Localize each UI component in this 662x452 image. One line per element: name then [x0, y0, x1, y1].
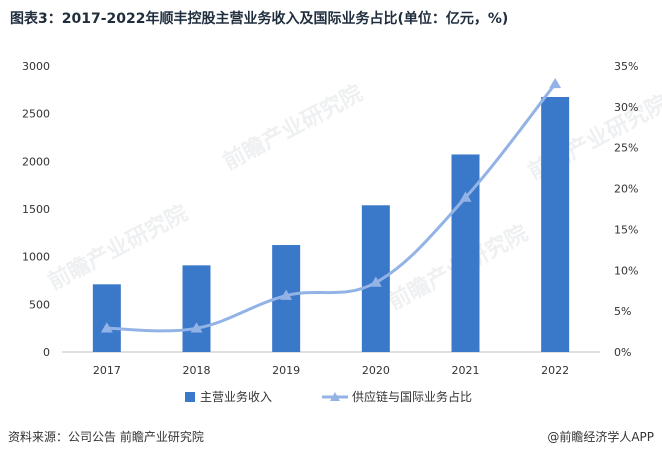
x-tick-label: 2018 [183, 364, 211, 377]
y-left-tick-label: 1500 [22, 203, 50, 216]
source-note: 资料来源：公司公告 前瞻产业研究院 [8, 430, 204, 444]
x-tick-label: 2022 [541, 364, 569, 377]
legend-label-line: 供应链与国际业务占比 [352, 389, 472, 404]
y-left-tick-label: 2500 [22, 108, 50, 121]
legend-swatch-bar [185, 392, 195, 402]
y-right-tick-label: 30% [614, 101, 638, 114]
line-point [459, 191, 472, 202]
y-right-tick-label: 0% [614, 346, 631, 359]
chart-title: 图表3：2017-2022年顺丰控股主营业务收入及国际业务占比(单位：亿元，%) [10, 11, 509, 27]
y-right-tick-label: 5% [614, 305, 631, 318]
y-left-tick-label: 2000 [22, 155, 50, 168]
y-right-tick-label: 20% [614, 183, 638, 196]
y-right-tick-label: 15% [614, 223, 638, 236]
line-series [100, 77, 562, 333]
x-tick-label: 2020 [362, 364, 390, 377]
bar [541, 96, 570, 352]
series-line [106, 83, 557, 333]
bar-series [92, 96, 570, 352]
y-right-tick-label: 35% [614, 60, 638, 73]
x-tick-label: 2019 [272, 364, 300, 377]
y-right-tick-label: 25% [614, 142, 638, 155]
y-left-tick-label: 3000 [22, 60, 50, 73]
line-point [369, 276, 382, 287]
line-point [190, 322, 203, 333]
y-right-tick-label: 10% [614, 264, 638, 277]
x-tick-label: 2017 [93, 364, 121, 377]
line-point [100, 322, 113, 333]
legend-label-bar: 主营业务收入 [200, 389, 272, 404]
legend: 主营业务收入 供应链与国际业务占比 [185, 389, 472, 404]
line-point [549, 77, 562, 89]
y-left-tick-label: 1000 [22, 251, 50, 264]
axes: 0 500 1000 1500 2000 2500 3000 0% 5% 10% 15% 20% 25%… [22, 60, 638, 377]
x-tick-label: 2021 [452, 364, 480, 377]
line-point [280, 289, 293, 300]
legend-marker-line [330, 392, 340, 401]
bar [182, 265, 211, 352]
bar [92, 284, 121, 352]
y-left-tick-label: 500 [29, 298, 50, 311]
brand-label: @前瞻经济学人APP [547, 430, 654, 444]
y-left-tick-label: 0 [43, 346, 50, 359]
